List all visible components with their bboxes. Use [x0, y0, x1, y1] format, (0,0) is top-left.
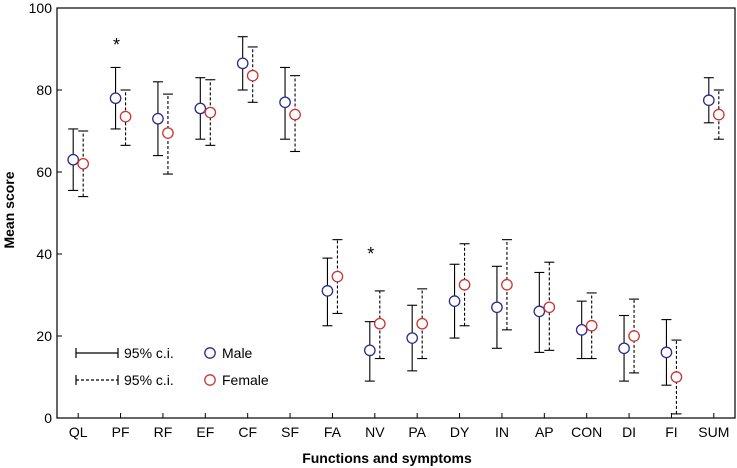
axes: 0 20 40 60 80 100 QL PF RF EF CF SF FA NV PA DY IN AP CON D… — [29, 0, 736, 440]
significance-asterisk: * — [367, 244, 374, 264]
point-female — [458, 278, 471, 291]
legend-male-label: Male — [222, 345, 253, 361]
y-tick-label: 40 — [36, 246, 52, 262]
x-tick-label: DY — [450, 424, 470, 440]
legend: 95% c.i. 95% c.i. Male Female — [75, 345, 269, 388]
x-tick-label: PF — [112, 424, 130, 440]
x-tick-label: PA — [408, 424, 426, 440]
point-male — [67, 153, 80, 166]
legend-ci-dashed-label: 95% c.i. — [124, 372, 174, 388]
point-male — [279, 96, 291, 109]
legend-female-label: Female — [222, 372, 269, 388]
point-male — [194, 102, 207, 115]
point-female — [204, 106, 217, 119]
x-tick-label: FI — [665, 424, 677, 440]
y-tick-label: 80 — [36, 82, 52, 98]
point-male — [491, 301, 503, 314]
plot-frame — [56, 7, 736, 419]
x-tick-label: SF — [281, 424, 299, 440]
significance-asterisk: * — [113, 35, 120, 55]
point-female — [543, 301, 556, 314]
point-female — [246, 69, 259, 82]
point-female — [585, 319, 598, 332]
y-tick-label: 20 — [36, 328, 52, 344]
x-tick-label: FA — [324, 424, 342, 440]
point-male — [618, 342, 630, 355]
errorbar-female — [713, 89, 724, 140]
legend-male-marker — [204, 347, 216, 359]
x-tick-label: AP — [535, 424, 554, 440]
y-tick-label: 100 — [29, 0, 53, 16]
point-male — [152, 112, 164, 125]
point-female — [162, 127, 174, 139]
errorbar-female — [544, 261, 555, 351]
point-female — [712, 108, 725, 121]
x-tick-label: CF — [238, 424, 257, 440]
x-tick-label: QL — [69, 424, 88, 440]
point-female — [119, 110, 132, 123]
point-male — [236, 57, 249, 70]
point-male — [575, 323, 588, 336]
x-tick-label: CON — [571, 424, 602, 440]
point-male — [533, 305, 546, 318]
legend-female-marker — [204, 374, 216, 386]
errorbar-female — [417, 288, 428, 360]
x-tick-label: DI — [622, 424, 636, 440]
y-tick-label: 60 — [36, 164, 52, 180]
point-male — [109, 92, 122, 105]
point-female — [331, 270, 344, 283]
point-female — [670, 371, 683, 383]
marks: ** — [67, 35, 725, 415]
x-tick-label: RF — [154, 424, 173, 440]
errorbar-female — [162, 93, 173, 175]
x-tick-label: IN — [495, 424, 509, 440]
point-male — [660, 346, 673, 359]
x-axis-label: Functions and symptoms — [302, 450, 472, 466]
point-male — [448, 295, 461, 307]
point-male — [363, 344, 376, 357]
point-female — [416, 317, 429, 330]
errorbar-female — [374, 290, 385, 360]
point-male — [321, 285, 334, 297]
y-axis-label: Mean score — [1, 171, 17, 248]
point-male — [406, 332, 419, 344]
point-female — [373, 317, 386, 330]
y-tick-label: 0 — [44, 410, 52, 426]
point-female — [289, 108, 301, 121]
x-tick-label: EF — [196, 424, 214, 440]
x-tick-label: SUM — [698, 424, 729, 440]
point-female — [628, 330, 640, 342]
legend-ci-solid-label: 95% c.i. — [124, 345, 174, 361]
point-female — [501, 278, 513, 291]
x-tick-label: NV — [365, 424, 385, 440]
point-male — [702, 94, 715, 107]
point-female — [77, 157, 90, 170]
